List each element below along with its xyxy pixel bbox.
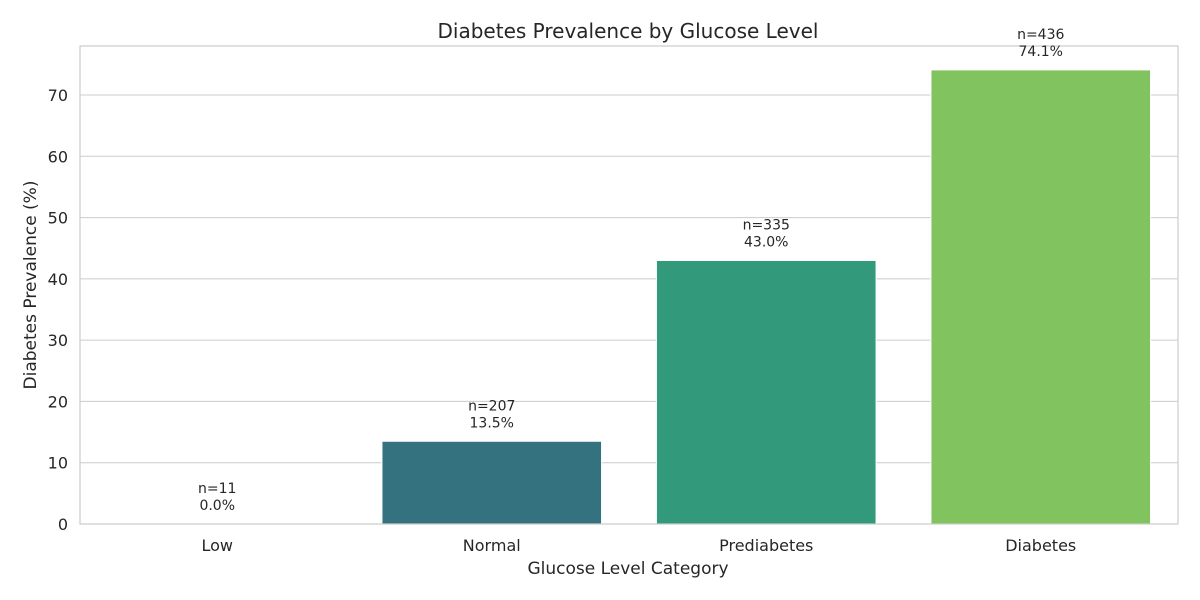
x-tick-label: Diabetes [1005,536,1076,555]
count-label: n=207 [468,398,515,414]
value-label: 0.0% [199,498,235,514]
y-tick-label: 30 [48,331,68,350]
y-tick-label: 40 [48,270,68,289]
count-label: n=436 [1017,27,1064,43]
chart-title: Diabetes Prevalence by Glucose Level [438,19,819,43]
bars [381,69,1152,525]
bar-normal [381,440,603,525]
x-tick-label: Low [201,536,233,555]
value-label: 74.1% [1019,44,1063,60]
y-tick-label: 70 [48,86,68,105]
y-tick-label: 60 [48,147,68,166]
y-tick-label: 50 [48,209,68,228]
x-axis-label: Glucose Level Category [527,559,728,579]
value-label: 43.0% [744,234,788,250]
bar-diabetes [930,69,1152,525]
y-tick-label: 20 [48,392,68,411]
y-tick-labels: 0 10 20 30 40 50 60 70 [48,86,68,534]
bar-prediabetes [655,259,877,525]
y-gridlines [80,94,1178,525]
x-tick-label: Normal [463,536,521,555]
y-tick-label: 0 [58,515,68,534]
plot-frame [79,45,1179,525]
x-tick-label: Prediabetes [719,536,813,555]
value-label: 13.5% [470,415,514,431]
count-label: n=11 [198,481,236,497]
y-axis-label: Diabetes Prevalence (%) [21,181,41,390]
y-tick-label: 10 [48,454,68,473]
count-label: n=335 [743,217,790,233]
x-tick-labels: Low Normal Prediabetes Diabetes [201,536,1076,555]
